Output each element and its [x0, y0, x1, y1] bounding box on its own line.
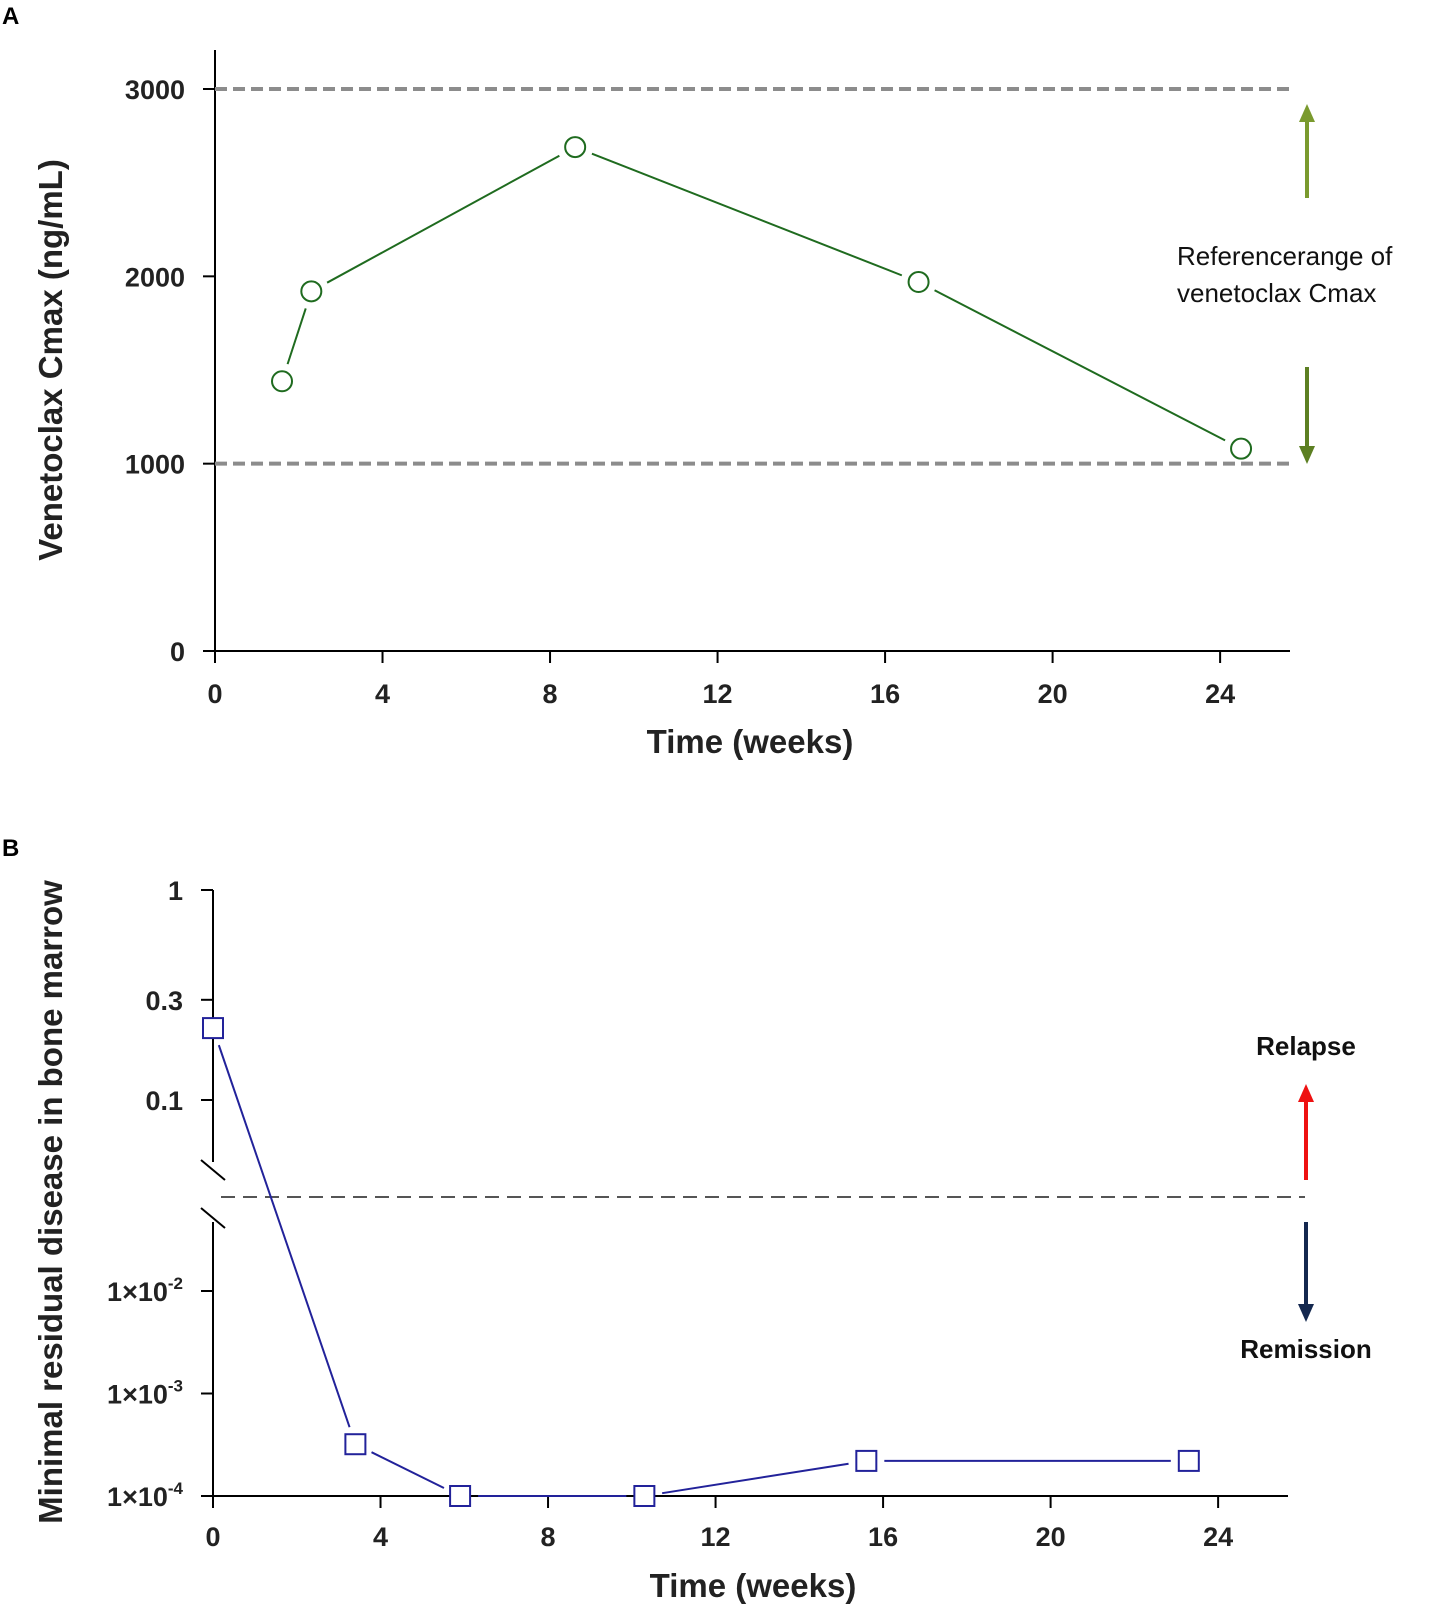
panel-b-relapse-label: Relapse: [1256, 1031, 1356, 1061]
panel-a-data-point: [1230, 437, 1253, 460]
panel-a-annotation-line2: venetoclax Cmax: [1177, 278, 1376, 308]
panel-b-x-axis-label: Time (weeks): [650, 1567, 857, 1604]
panel-b-chart: 1 0.3 0.1 1×10-2 1×10-3 1×10-4 0 4 8 12 16 20 24 Ti…: [32, 876, 1372, 1604]
panel-b-data-point: [855, 1449, 878, 1472]
panel-b-data-point: [202, 1017, 224, 1040]
panel-a-x-tick-label: 20: [1038, 679, 1068, 709]
panel-b-data-point: [633, 1485, 656, 1507]
panel-b-y-tick-label: 0.3: [145, 986, 183, 1016]
panel-a-y-tick-label: 2000: [125, 262, 185, 292]
panel-a-y-tick-label: 3000: [125, 75, 185, 105]
panel-b-series-segment: [661, 1462, 849, 1495]
panel-a-arrow-up-head: [1299, 104, 1315, 122]
panel-b-y-tick-label: 1×10-2: [107, 1274, 183, 1307]
panel-b-x-tick-label: 24: [1203, 1522, 1233, 1552]
panel-a-y-axis-label: Venetoclax Cmax (ng/mL): [32, 159, 69, 561]
panel-a-series-segment: [934, 289, 1226, 442]
panel-b-y-tick-label: 1: [168, 876, 183, 906]
panel-a-chart: 0 1000 2000 3000 0 4 8 12 16 20 24 Time (weeks) V…: [32, 50, 1393, 760]
panel-a-data-point: [300, 280, 323, 303]
panel-a-y-tick-label: 1000: [125, 450, 185, 480]
panel-a-arrow-down-head: [1299, 446, 1315, 464]
panel-a-x-tick-label: 0: [207, 679, 222, 709]
panel-b-x-tick-label: 4: [373, 1522, 388, 1552]
panel-b-relapse-arrow-head: [1298, 1084, 1314, 1102]
panel-b-remission-arrow-head: [1298, 1304, 1314, 1322]
panel-a-x-tick-label: 12: [703, 679, 733, 709]
panel-b-remission-label: Remission: [1240, 1334, 1372, 1364]
panel-b-x-tick-label: 0: [205, 1522, 220, 1552]
panel-a-series-segment: [591, 152, 903, 277]
panel-b-x-tick-label: 8: [541, 1522, 556, 1552]
panel-b-series-segment: [371, 1451, 445, 1489]
panel-b-data-point: [449, 1485, 472, 1507]
panel-b-axis-break-lower: [200, 1207, 226, 1229]
panel-a-data-point: [564, 136, 587, 159]
panel-a-data-point: [907, 270, 930, 293]
panel-b-y-tick-label: 1×10-3: [107, 1377, 183, 1410]
panel-a-data-point: [271, 370, 294, 393]
panel-label-b: B: [2, 835, 19, 862]
panel-b-x-tick-label: 16: [868, 1522, 898, 1552]
panel-a-annotation-line1: Referencerange of: [1177, 241, 1393, 271]
panel-b-data-point: [344, 1433, 367, 1456]
panel-a-x-axis-label: Time (weeks): [647, 723, 854, 760]
panel-b-y-tick-label: 0.1: [145, 1086, 183, 1116]
panel-a-series-segment: [326, 154, 560, 284]
panel-b-series-segment: [217, 1044, 351, 1428]
panel-a-x-tick-label: 8: [543, 679, 558, 709]
panel-a-x-tick-label: 16: [870, 679, 900, 709]
panel-a-y-tick-label: 0: [170, 637, 185, 667]
panel-b-axis-break-upper: [200, 1159, 226, 1181]
panel-a-x-tick-label: 24: [1205, 679, 1235, 709]
panel-label-a: A: [2, 3, 19, 30]
panel-b-x-tick-label: 12: [701, 1522, 731, 1552]
panel-b-x-tick-label: 20: [1036, 1522, 1066, 1552]
panel-a-x-tick-label: 4: [375, 679, 390, 709]
panel-b-y-axis-label: Minimal residual disease in bone marrow: [32, 880, 69, 1524]
panel-b-data-point: [1177, 1449, 1200, 1472]
panel-a-series-segment: [286, 308, 307, 365]
panel-b-y-tick-label: 1×10-4: [107, 1479, 183, 1512]
